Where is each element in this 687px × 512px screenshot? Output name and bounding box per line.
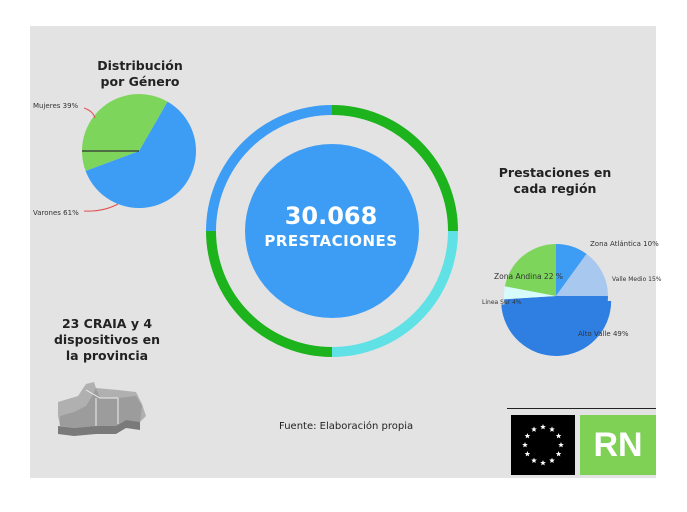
provinces-line-2: dispositivos en [53, 332, 161, 347]
region-title-line-2: cada región [513, 181, 597, 196]
gender-slice-label-varones: Varones 61% [33, 209, 79, 217]
logos: RN [507, 408, 656, 477]
region-chart-title: Prestaciones en cada región [485, 165, 625, 197]
region-slice-0 [556, 244, 587, 296]
region-pie [501, 244, 612, 356]
star-icon [540, 424, 546, 430]
varones-connector [83, 203, 119, 212]
star-icon [555, 433, 562, 439]
gender-title-line-1: Distribución [97, 58, 183, 73]
star-icon [549, 426, 555, 432]
provinces-line-3: la provincia [65, 348, 149, 363]
region-slice-label-atlantica: Zona Atlántica 10% [590, 240, 659, 248]
gender-chart-title: Distribución por Género [60, 58, 220, 90]
star-icon [531, 457, 537, 464]
gender-slice-0 [82, 93, 168, 171]
prestaciones-ring [206, 105, 458, 357]
star-icon [524, 451, 531, 457]
provinces-text: 23 CRAIA y 4 dispositivos en la provinci… [42, 316, 172, 364]
star-icon [540, 460, 546, 466]
star-icon [522, 442, 528, 448]
ring-segment-bottom-left [206, 230, 333, 357]
gender-pie [82, 93, 196, 208]
star-icon [549, 457, 555, 464]
gender-slice-1 [85, 101, 196, 208]
star-icon [531, 426, 537, 432]
region-slice-label-linea-sur: Linea Sur 4% [482, 299, 522, 306]
region-slice-1 [556, 253, 608, 296]
stars-logo [511, 415, 575, 475]
star-icon [524, 433, 531, 439]
center-circle [245, 144, 419, 318]
star-icon [558, 442, 564, 448]
region-slice-3 [504, 286, 556, 300]
ring-segment-bottom-right [331, 230, 458, 357]
total-block: 30.068 PRESTACIONES [245, 202, 417, 250]
region-title-line-1: Prestaciones en [498, 165, 612, 180]
gender-title-line-2: por Género [100, 74, 180, 89]
total-number: 30.068 [284, 202, 378, 230]
star-icon [555, 451, 562, 457]
region-slice-label-valle-medio: Valle Medio 15% [612, 276, 662, 283]
mujeres-connector [83, 107, 96, 119]
ring-segment-top-left [206, 105, 333, 232]
total-label: PRESTACIONES [264, 232, 398, 250]
rn-logo: RN [580, 415, 656, 475]
province-map-icon [58, 382, 146, 436]
gender-slice-label-mujeres: Mujeres 39% [33, 102, 79, 110]
ring-segment-top-right [331, 105, 458, 232]
region-slice-alto-valle-exploded [501, 300, 612, 356]
region-slice-4 [504, 244, 556, 296]
source-caption: Fuente: Elaboración propia [279, 421, 414, 432]
region-slice-label-zona-andina: Zona Andina 22 % [494, 272, 563, 281]
region-slice-label-alto-valle: Alto Valle 49% [578, 330, 629, 338]
star-circle-icon [522, 424, 564, 466]
provinces-line-1: 23 CRAIA y 4 [61, 316, 153, 331]
